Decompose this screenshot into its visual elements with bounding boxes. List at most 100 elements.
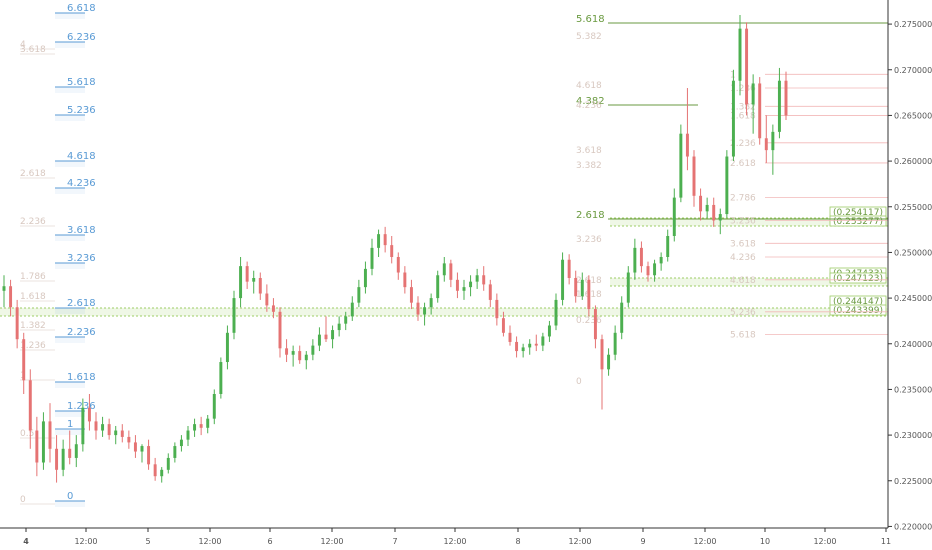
candle-body	[22, 339, 26, 381]
fib-shade	[55, 337, 85, 343]
candle-body	[784, 80, 788, 116]
candle-body	[613, 332, 617, 355]
candle-body	[390, 245, 394, 257]
time-tick-label: 5	[145, 537, 150, 546]
candle-body	[61, 448, 65, 470]
fib-faded-label: 0.236	[576, 316, 602, 326]
candle-body	[331, 330, 335, 340]
candle-body	[225, 332, 229, 363]
zone-label-box	[829, 304, 887, 316]
fib-faded-label: 4.618	[576, 81, 602, 91]
fib-faded-label: 1.236	[730, 84, 756, 94]
candle-body	[725, 156, 729, 215]
candle-body	[107, 424, 111, 436]
candle-body	[383, 234, 387, 246]
fib-faded-label: 2.618	[20, 169, 46, 179]
price-tick-label: 0.245000	[894, 294, 932, 303]
candle-body	[561, 259, 565, 300]
price-tick-label: 0.220000	[894, 522, 932, 531]
fib-main-label: 4.382	[576, 96, 605, 107]
fib-shade	[55, 382, 85, 388]
candle-body	[666, 235, 670, 257]
candle-body	[515, 341, 519, 352]
time-tick-label: 9	[640, 537, 645, 546]
fib-shade	[55, 42, 85, 48]
candle-body	[646, 266, 650, 276]
fib-level-label: 4.618	[67, 151, 96, 162]
candle-body	[298, 351, 302, 361]
candle-body	[179, 439, 183, 447]
price-tick-label: 0.230000	[894, 431, 932, 440]
fib-faded-label: 2.786	[730, 194, 756, 204]
candle-body	[377, 234, 381, 248]
time-tick-label: 7	[392, 537, 397, 546]
candle-body	[442, 263, 446, 276]
candle-body	[9, 286, 13, 308]
fib-faded-label: 2.236	[730, 139, 756, 149]
candle-body	[436, 275, 440, 299]
candle-body	[350, 302, 354, 317]
fib-shade	[55, 161, 85, 167]
candle-body	[68, 448, 72, 458]
fib-level-label: 1	[67, 419, 73, 430]
candle-body	[692, 156, 696, 196]
fib-faded-label: 5.618	[730, 331, 756, 341]
candle-body	[541, 336, 545, 346]
candle-body	[239, 266, 243, 299]
fib-level-label: 1.236	[67, 401, 96, 412]
candle-body	[403, 272, 407, 288]
zone-label: (0.244147)	[833, 297, 883, 307]
candle-body	[495, 299, 499, 319]
candle-body	[265, 293, 269, 306]
candle-body	[15, 307, 19, 340]
fibonacci-levels: 6.618 6.236 5.618 5.236 4.618 4.236 3.618 3.236…	[20, 3, 888, 507]
candle-body	[672, 197, 676, 236]
candle-body	[534, 343, 538, 346]
fib-faded-label: 2.236	[20, 217, 46, 227]
fib-faded-label: 5.236	[730, 308, 756, 318]
price-tick-label: 0.270000	[894, 66, 932, 75]
candle-body	[718, 214, 722, 221]
fib-level-label: 1.618	[67, 372, 96, 383]
candle-body	[81, 407, 85, 445]
support-resistance-zones: (0.254117)(0.253277)(0.247433)(0.247123)…	[0, 206, 888, 317]
fib-shade	[55, 115, 85, 121]
fib-shade	[55, 263, 85, 269]
fib-faded-label: 4.236	[576, 101, 602, 111]
candle-body	[567, 259, 571, 279]
fib-shade	[55, 87, 85, 93]
fib-faded-label: 1.382	[730, 102, 756, 112]
candle-body	[101, 424, 105, 431]
candle-body	[639, 247, 643, 267]
candle-body	[705, 204, 709, 212]
candle-body	[245, 266, 249, 282]
fib-faded-label: 2.618	[730, 159, 756, 169]
zone-label: (0.253277)	[833, 217, 883, 227]
candle-body	[501, 318, 505, 333]
candle-body	[469, 281, 473, 288]
fib-level-label: 3.236	[67, 253, 96, 264]
candle-body	[455, 279, 459, 291]
fib-faded-label: 3.618	[20, 45, 46, 55]
price-tick-label: 0.240000	[894, 340, 932, 349]
candle-body	[449, 263, 453, 280]
fib-faded-label: 1	[730, 70, 736, 80]
time-axis[interactable]: 4 12:00 5 12:00 6 12:00 7 12:00 8 12:00 9 12:00 10 12…	[0, 527, 891, 546]
fib-faded-label: 3.618	[576, 146, 602, 156]
candle-body	[600, 339, 604, 370]
time-tick-label: 11	[881, 537, 891, 546]
candle-body	[679, 133, 683, 198]
price-axis[interactable]: 0.275000 0.270000 0.265000 0.260000 0.255000…	[887, 0, 932, 531]
candle-body	[41, 421, 45, 463]
price-tick-label: 0.250000	[894, 248, 932, 257]
time-tick-label: 4	[23, 537, 29, 546]
candle-body	[699, 195, 703, 212]
candle-body	[173, 446, 177, 458]
price-tick-label: 0.275000	[894, 20, 932, 29]
candle-body	[771, 131, 775, 151]
time-tick-label: 12:00	[320, 537, 343, 546]
candle-body	[731, 80, 735, 157]
candle-body	[587, 279, 591, 310]
candle-body	[475, 275, 479, 282]
